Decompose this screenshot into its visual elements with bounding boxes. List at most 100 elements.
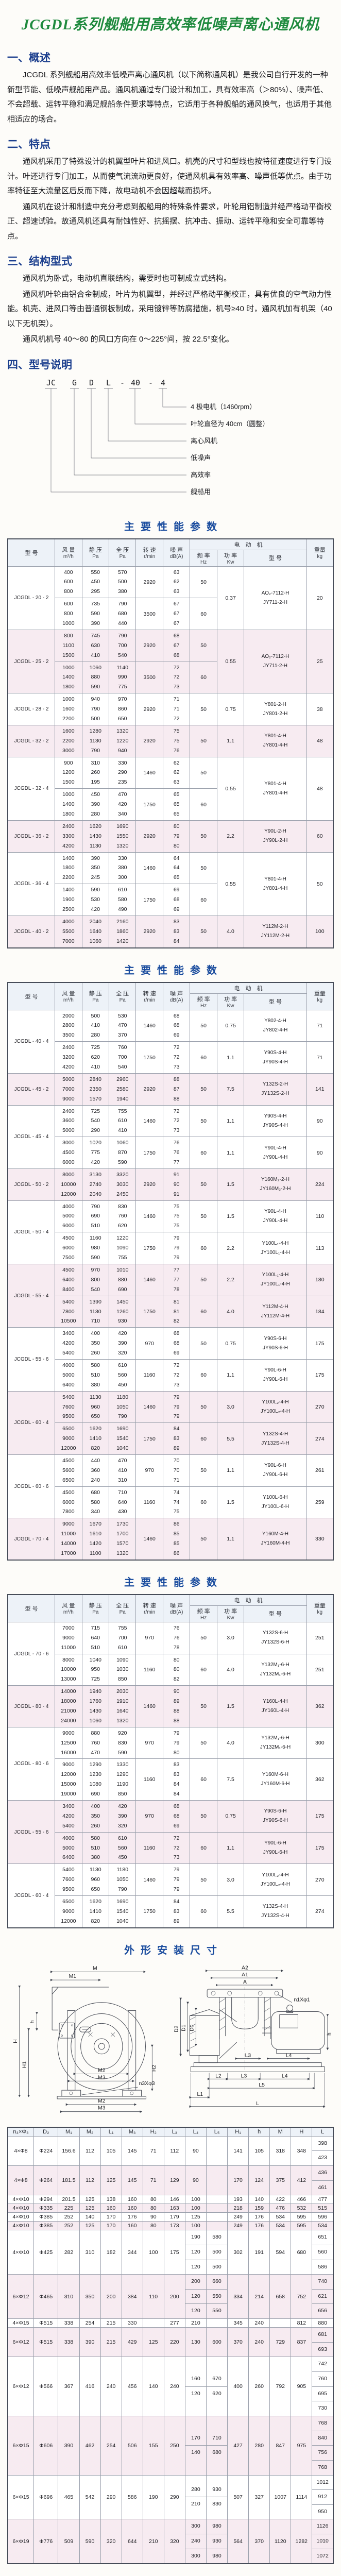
dimension-cell: 140 [79,2212,101,2222]
dimension-cell: 515 [312,2204,334,2213]
dimension-cell: 812 [291,2318,313,2328]
flow-cell: 3400 4200 5400 [55,1327,82,1360]
dimension-cell: 200 [163,2274,185,2319]
features-paragraph-2: 通风机在设计和制造中充分考虑到舰船用的特殊条件要求，叶轮用铝制造并经严格动平衡校… [7,202,332,241]
power-cell: 4.0 [216,1653,245,1686]
dimension-cell: 105 [248,2136,270,2166]
motor-model-cell: Y132M₁-6-H JY132M₁-6-H [244,1726,307,1759]
total-pressure-cell: 1320 1220 940 [109,724,137,757]
dimension-labels: A2 A1 A D2 D1 D0 n1Xφ1 L3 L4 L2 L3 L4 L5… [174,1965,332,2107]
dimension-cell: 740 621 656 [312,2274,334,2319]
static-pressure-cell: 1620 1430 1130 [81,820,110,853]
power-cell: 1.5 [216,1486,245,1519]
total-pressure-cell: 755 700 610 [109,1621,137,1654]
static-pressure-cell: 715 640 510 [81,1621,110,1654]
flow-cell: 5000 7000 9000 [55,1073,82,1106]
dimension-cell: 200 120 120 [184,2274,207,2319]
performance-heading-2: 主要性能参数 [124,964,223,976]
noise-cell: 75 75 76 [162,724,191,757]
column-header: 噪 声 dB(A) [162,538,191,567]
static-pressure-cell: 725 540 290 [81,1105,110,1138]
frequency-cell: 60 [190,788,217,821]
static-pressure-cell: 1060 880 590 [81,661,110,694]
dimension-cell [206,2318,228,2328]
dimension-cell: 586 [121,2475,143,2520]
dimension-cell: 681 693 [312,2327,334,2358]
dimension-cell: 6×Φ15 [7,2475,35,2520]
table-row: JCGDL - 32 - 2 1600 2200 3000 1280 1130 790 132… [7,724,334,757]
dim-label-L3: L3 [241,2073,247,2079]
dim-label-M3-mid: M3 [98,2075,106,2080]
noise-cell: 69 68 69 [162,884,191,916]
dimension-cell: 600 [206,2327,228,2358]
power-cell: 2.2 [216,820,245,853]
dimension-cell: Φ515 [33,2327,59,2358]
table-row: JCGDL - 60 - 4 5400 7600 9500 1130 960 650 1180… [7,1391,334,1455]
dimension-cell: 462 [79,2415,101,2476]
code-label-impeller-dia: 叶轮直径为 40cm（圆整） [191,420,269,428]
model-designation-heading: 四、型号说明 [7,359,72,371]
total-pressure-cell: 1690 1540 1040 [109,1422,137,1455]
weight-cell: 38 [306,693,334,725]
motor-model-cell: Y160M-6-H JY160M-6-H [244,1758,307,1801]
total-pressure-cell: 530 470 370 [109,1009,137,1042]
static-pressure-cell: 580 510 380 [81,1359,110,1392]
frequency-cell: 60 [190,598,217,630]
dimension-cell: 370 [248,2519,270,2564]
performance-heading-3: 主要性能参数 [124,1577,223,1588]
table-row: 4×Φ8 Φ264 181.5 112 125 145 71 129 90 170 124 375 4… [7,2165,334,2196]
column-header: 型 号 [7,1594,56,1622]
fan-model-cell: JCGDL - 70 - 6 [7,1621,56,1686]
volute-casing [52,1987,146,2091]
dimension-cell: 260 [248,2357,270,2416]
dimension-cell: 280 210 [184,2475,207,2520]
static-pressure-cell: 580 510 380 [81,1832,110,1865]
flow-cell: 4500 6000 7500 [55,1232,82,1264]
dimension-cell: 290 [163,2475,185,2520]
dimension-cell: Φ425 [33,2230,59,2275]
dimension-cell: 159 [248,2204,270,2213]
table-row: JCGDL - 50 - 4 4000 5000 6000 790 690 510 830 76… [7,1200,334,1264]
dimension-cell: 179 [163,2212,185,2222]
table-row: 4000 5000 6400 580 510 380 610 560 450 1160 72 72 73… [8,1832,334,1865]
total-pressure-cell: 790 700 540 [109,629,137,662]
table-row: 4×Φ8 Φ224 156.6 112 105 145 71 112 90 141 105 318 3… [7,2136,334,2166]
total-pressure-cell: 790 680 440 [109,598,137,630]
weight-cell: 261 [306,1454,334,1487]
speed-cell: 970 [135,1800,163,1833]
dimension-cell: 170 [227,2165,249,2196]
flow-cell: 4500 6000 7800 [55,1486,82,1519]
noise-cell: 76 76 78 [162,1621,191,1654]
column-header: 型 号 [244,993,307,1010]
speed-cell: 970 [135,1726,163,1759]
fan-model-cell: JCGDL - 55 - 6 [7,1800,56,1865]
column-header: 频 率 Hz [190,549,217,567]
code-part: 40 [131,378,140,387]
noise-cell: 80 79 80 [162,820,191,853]
model-code-text: JC G D L - 40 - 4 [46,378,165,387]
motor-model-cell: Y132M₁-6-H JY132M₁-6-H [244,1653,307,1686]
table-row: JCGDL - 55 - 6 3400 4200 5400 400 350 260 420 39… [7,1800,334,1865]
noise-cell: 83 83 84 84 [162,1758,191,1801]
dimension-cell [269,2318,292,2328]
dim-label-A2: A2 [242,1965,248,1971]
frequency-cell: 60 [190,1895,217,1928]
speed-cell: 2920 [135,1168,163,1201]
motor [262,2004,325,2054]
speed-cell: 2920 [135,693,163,725]
dimension-cell: 456 [121,2357,143,2416]
column-header: 全 压 Pa [109,982,137,1010]
speed-cell: 1160 [135,1832,163,1865]
speed-cell: 2920 [135,915,163,948]
power-cell: 1.1 [216,1137,245,1169]
speed-cell: 2920 [135,566,163,599]
column-header: 电 动 机 [190,1594,307,1606]
table-row: JCGDL - 36 - 4 1400 1800 2200 390 350 245 330 38… [7,852,334,916]
weight-cell: 180 [306,1263,334,1296]
speed-cell: 970 [135,1621,163,1654]
dimension-cell: 170 [100,2221,122,2231]
speed-cell: 1750 [135,1041,163,1074]
column-header: M₁ [58,2127,80,2137]
total-pressure-cell: 610 560 450 [109,1832,137,1865]
total-pressure-cell: 3320 3030 2450 [109,1168,137,1201]
